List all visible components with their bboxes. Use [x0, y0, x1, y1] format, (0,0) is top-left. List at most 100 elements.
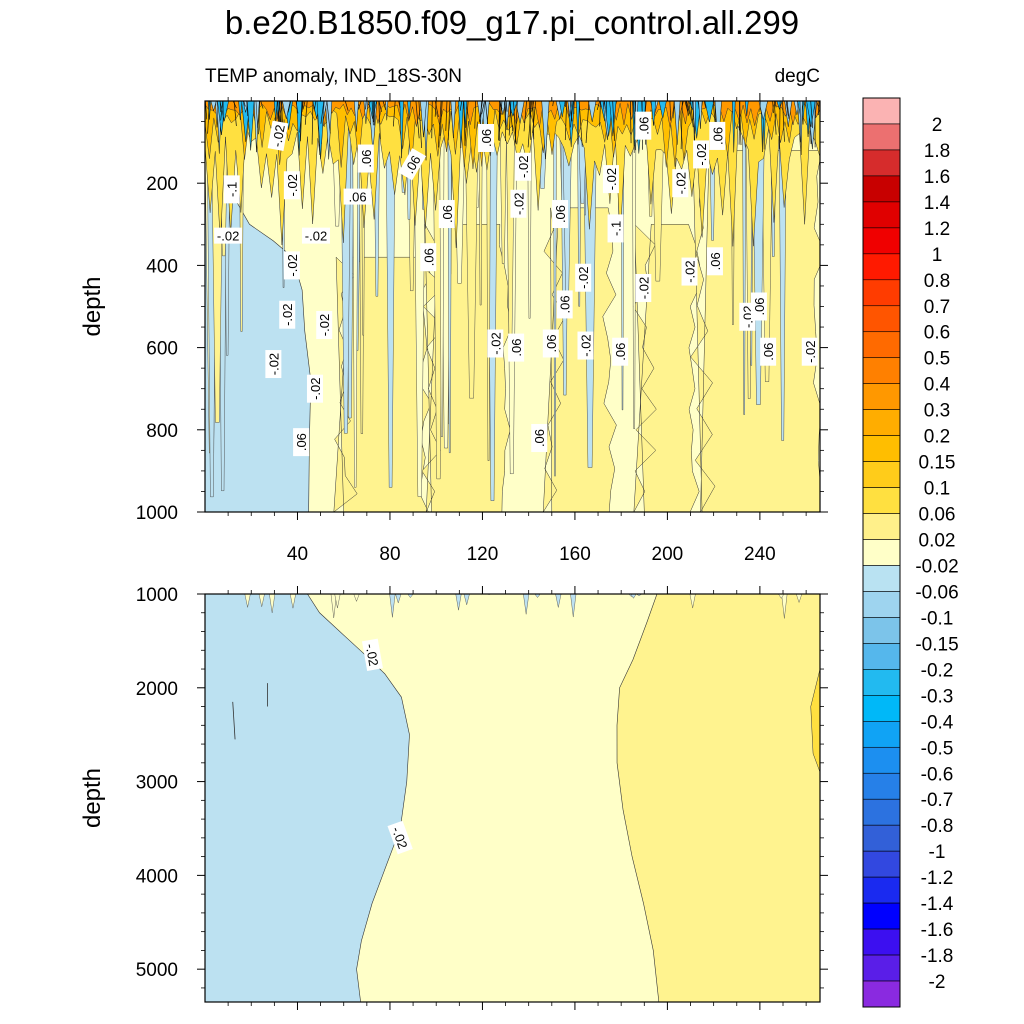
contour-label-text: -.02	[511, 193, 526, 215]
contour-line	[686, 101, 691, 115]
colorbar-label: -0.5	[921, 738, 954, 759]
contour-line	[612, 101, 615, 141]
region-fill	[758, 101, 768, 120]
y-tick-label: 600	[146, 339, 178, 360]
contour-line	[523, 101, 527, 132]
contour-line	[504, 101, 507, 142]
contour-label-text: -.02	[694, 143, 709, 165]
region-fill	[316, 101, 325, 160]
contour-line	[302, 101, 306, 110]
colorbar-swatch	[862, 746, 901, 774]
contour-label-text: -.02	[488, 332, 503, 354]
region-fill	[334, 594, 341, 609]
contour-label: .06	[635, 111, 652, 140]
region-fill	[420, 101, 427, 138]
region-fill	[464, 101, 479, 399]
region-fill	[609, 101, 617, 137]
region-fill	[796, 594, 803, 604]
contour-label: -.02	[265, 350, 282, 379]
colorbar-swatch	[862, 253, 901, 281]
colorbar-label: 1.6	[924, 167, 950, 188]
contour-label-box	[316, 310, 333, 339]
contour-label: .06	[438, 200, 455, 229]
colorbar-label: -1.2	[921, 868, 954, 889]
contour-label-text: -.02	[576, 267, 591, 289]
contour-label-box	[283, 251, 300, 280]
colorbar-swatch	[862, 279, 901, 307]
contour-label-text: .06	[761, 343, 776, 361]
contour-label-text: -.02	[305, 229, 327, 244]
contour-label-box	[750, 292, 767, 321]
lower-contour-panel: -.02 -.02 1000 2000 3000 4000 5000 depth	[79, 585, 828, 1010]
contour-label: .06	[709, 121, 726, 150]
contour-line	[703, 101, 707, 108]
contour-label: -.02	[301, 227, 330, 244]
contour-label-text: -.02	[636, 277, 651, 299]
contour-label-text: -.02	[578, 334, 593, 356]
colorbar-label: 0.5	[924, 349, 950, 370]
contour-line	[669, 101, 672, 121]
contour-label: -.02	[672, 169, 689, 198]
contour-line	[688, 101, 692, 121]
contour-line	[258, 101, 261, 135]
colorbar-swatch	[862, 357, 901, 384]
colorbar-swatch	[862, 513, 901, 540]
contour-label: .06	[612, 337, 629, 366]
contour-line	[378, 101, 382, 112]
colorbar-label: 0.15	[919, 453, 956, 474]
contour-label-box	[265, 350, 282, 379]
contour-label-text: .06	[532, 429, 547, 447]
colorbar-label: -0.06	[915, 582, 958, 603]
contour-line	[532, 101, 535, 140]
colorbar-swatch	[862, 435, 901, 462]
colorbar-swatch	[862, 669, 901, 696]
region-fill	[674, 101, 681, 145]
region-fill	[399, 101, 404, 159]
contour-line	[818, 101, 820, 116]
contour-label: -.02	[279, 300, 296, 329]
colorbar-swatch	[862, 954, 901, 982]
colorbar-swatch	[862, 850, 901, 878]
contour-line	[552, 101, 554, 107]
region-fill	[477, 101, 486, 131]
contour-label-box	[293, 428, 310, 457]
colorbar-label: -0.4	[921, 712, 954, 733]
contour-label-text: -.1	[225, 182, 240, 197]
region-fill	[353, 101, 359, 132]
contour-line	[357, 101, 362, 110]
contour-label-text: .06	[558, 295, 573, 313]
contour-label-text: -.02	[604, 168, 619, 190]
contour-line	[418, 101, 422, 149]
contour-label-text: .06	[636, 117, 651, 135]
contour-label-text: -.02	[308, 377, 323, 399]
colorbar-label: -0.02	[915, 556, 958, 577]
contour-label: -.02	[387, 820, 413, 855]
region-fill	[632, 101, 637, 429]
contour-line	[481, 101, 485, 115]
contour-line	[786, 101, 790, 119]
chart-subtitle-right: degC	[775, 66, 820, 87]
x-tick-label: 200	[652, 544, 684, 565]
contour-line	[478, 101, 483, 123]
region-fill	[570, 594, 577, 618]
colorbar-swatch	[862, 331, 901, 359]
contour-line	[382, 101, 387, 111]
contour-line	[439, 101, 443, 137]
region-fill	[744, 101, 749, 117]
x-tick-label: 40	[287, 544, 308, 565]
colorbar-swatch	[862, 824, 901, 852]
lower-contour-fills: -.02 -.02	[205, 594, 820, 1002]
contour-line	[785, 101, 789, 116]
contour-label-text: .06	[613, 343, 628, 361]
contour-line	[371, 101, 374, 126]
contour-line	[463, 101, 466, 147]
y-axis-label: depth	[79, 768, 106, 828]
contour-line	[447, 101, 451, 141]
y-tick-label: 2000	[136, 679, 178, 700]
contour-line	[714, 101, 717, 124]
colorbar-swatch	[862, 123, 901, 151]
contour-line	[569, 101, 573, 122]
contour-label: -.02	[577, 331, 594, 360]
contour-label: -.1	[607, 214, 624, 243]
